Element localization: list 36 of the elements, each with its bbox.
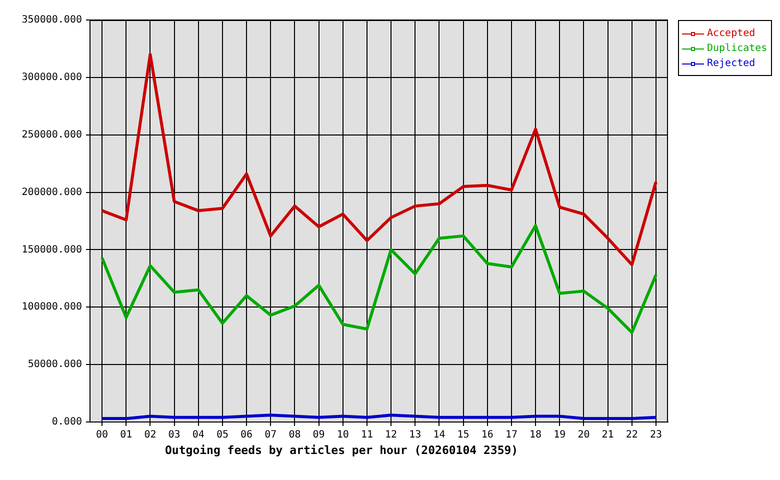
x-tick-label: 09 <box>312 430 325 441</box>
x-tick-label: 12 <box>385 430 398 441</box>
x-tick-label: 04 <box>192 430 204 441</box>
x-tick-label: 01 <box>120 430 132 441</box>
y-tick-label: 150000.000 <box>22 244 82 256</box>
y-tick-label: 100000.000 <box>22 302 82 313</box>
x-tick-label: 15 <box>457 430 470 441</box>
x-tick-label: 22 <box>626 430 638 441</box>
x-tick-label: 00 <box>96 430 108 441</box>
x-tick-label: 23 <box>650 430 662 441</box>
y-tick-label: 50000.000 <box>28 359 82 370</box>
legend-label: Rejected <box>707 57 756 71</box>
x-tick-label: 13 <box>409 430 422 441</box>
x-tick-label: 18 <box>530 430 542 441</box>
x-tick-label: 05 <box>216 430 228 441</box>
x-tick-label: 08 <box>288 430 301 441</box>
x-tick-label: 16 <box>481 430 494 441</box>
x-tick-label: 10 <box>336 430 349 441</box>
x-tick-label: 11 <box>360 430 373 441</box>
y-tick-label: 200000.000 <box>22 186 82 198</box>
x-tick-label: 02 <box>144 430 156 441</box>
x-tick-label: 17 <box>505 430 518 441</box>
y-tick-label: 350000.000 <box>22 14 82 26</box>
x-tick-label: 07 <box>264 430 277 441</box>
x-axis-title: Outgoing feeds by articles per hour (20260104 2359) <box>165 442 518 457</box>
x-tick-label: 14 <box>433 430 446 441</box>
legend-label: Accepted <box>707 27 756 41</box>
x-tick-label: 03 <box>168 430 180 441</box>
x-tick-label: 20 <box>578 430 590 441</box>
x-tick-label: 21 <box>602 430 614 441</box>
y-tick-label: 0.000 <box>52 416 82 428</box>
y-tick-label: 250000.000 <box>22 129 82 140</box>
legend-label: Duplicates <box>707 42 768 56</box>
y-tick-label: 300000.000 <box>22 72 82 84</box>
x-tick-label: 06 <box>240 430 253 441</box>
x-tick-label: 19 <box>554 430 566 441</box>
